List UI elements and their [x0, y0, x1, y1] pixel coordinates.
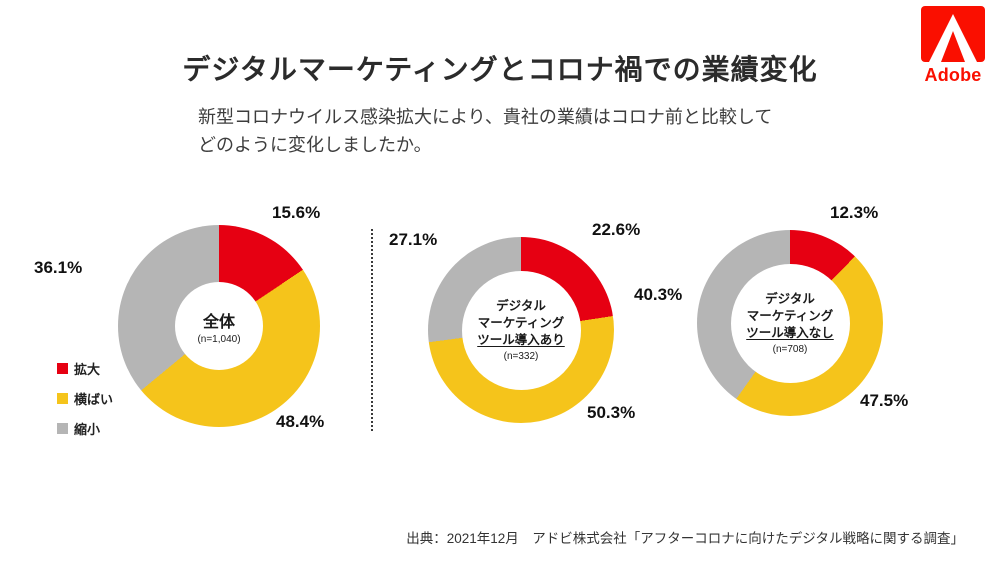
pct-label-overall-flat: 48.4% — [276, 412, 325, 431]
pct-label-tools-yes-expand: 22.6% — [592, 220, 641, 239]
pct-label-tools-no-shrink: 40.3% — [634, 285, 683, 304]
legend-swatch-shrink — [57, 423, 68, 434]
donut-center-line1-tools-no: デジタル — [765, 292, 815, 307]
pct-label-overall-expand: 15.6% — [272, 203, 321, 222]
legend-item-flat: 横ばい — [57, 389, 113, 408]
pct-label-tools-yes-shrink: 27.1% — [389, 230, 438, 249]
donut-center-n-tools-yes: (n=332) — [503, 350, 539, 362]
legend-swatch-flat — [57, 393, 68, 404]
pct-label-overall-shrink: 36.1% — [34, 258, 83, 277]
donut-center-line3-tools-no: ツール導入なし — [746, 325, 834, 340]
donut-center-line3-tools-yes: ツール導入あり — [477, 332, 565, 347]
subtitle-line-1: 新型コロナウイルス感染拡大により、貴社の業績はコロナ前と比較して — [198, 107, 773, 127]
source-note: 出典：2021年12月 アドビ株式会社「アフターコロナに向けたデジタル戦略に関す… — [406, 531, 964, 546]
legend-item-shrink: 縮小 — [57, 419, 113, 438]
subtitle: 新型コロナウイルス感染拡大により、貴社の業績はコロナ前と比較して どのように変化… — [198, 104, 772, 160]
adobe-logo-text: Adobe — [924, 65, 982, 85]
legend-item-expand: 拡大 — [57, 359, 113, 378]
dotted-divider — [371, 229, 373, 431]
legend-label-shrink: 縮小 — [74, 422, 101, 437]
legend-swatch-expand — [57, 363, 68, 374]
donut-center-line2-tools-yes: マーケティング — [477, 316, 565, 331]
donut-center-n-tools-no: (n=708) — [772, 343, 808, 355]
pct-label-tools-no-flat: 47.5% — [860, 391, 909, 410]
donut-center-line1-tools-yes: デジタル — [496, 299, 546, 314]
donut-center-title-overall: 全体 — [202, 313, 235, 331]
donut-center-line2-tools-no: マーケティング — [746, 309, 834, 324]
legend: 拡大 横ばい 縮小 — [57, 359, 113, 449]
pct-label-tools-no-expand: 12.3% — [830, 203, 879, 222]
donut-center-overall: 全体 (n=1,040) — [175, 282, 263, 370]
donut-chart-tools-no: デジタル マーケティング ツール導入なし (n=708) — [697, 230, 883, 416]
donut-chart-overall: 全体 (n=1,040) — [118, 225, 320, 427]
donut-chart-tools-yes: デジタル マーケティング ツール導入あり (n=332) — [428, 237, 614, 423]
donut-center-n-overall: (n=1,040) — [197, 333, 241, 345]
legend-label-flat: 横ばい — [74, 392, 114, 407]
adobe-logo: Adobe — [920, 6, 986, 86]
subtitle-line-2: どのように変化しましたか。 — [198, 134, 432, 155]
page-title: デジタルマーケティングとコロナ禍での業績変化 — [182, 54, 818, 85]
legend-label-expand: 拡大 — [74, 362, 101, 377]
adobe-logo-icon — [921, 6, 985, 62]
donut-center-tools-no: デジタル マーケティング ツール導入なし (n=708) — [730, 263, 850, 383]
pct-label-tools-yes-flat: 50.3% — [587, 403, 636, 422]
donut-center-tools-yes: デジタル マーケティング ツール導入あり (n=332) — [461, 270, 581, 390]
